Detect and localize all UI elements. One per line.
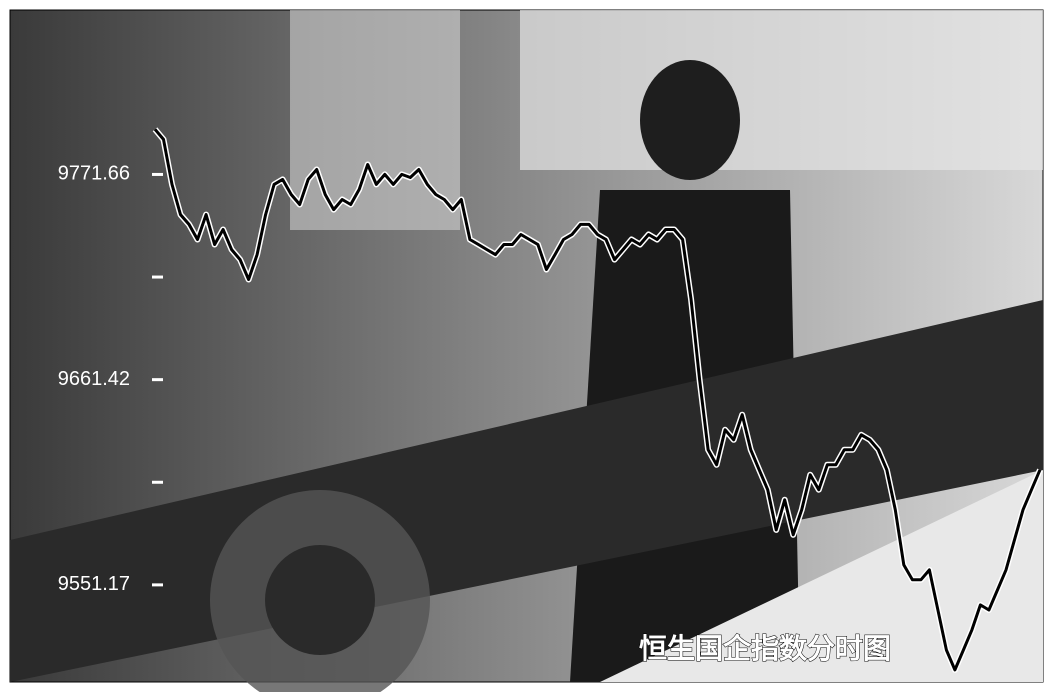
y-tick-label: 9661.42	[58, 368, 130, 390]
background-photo	[9, 9, 1044, 692]
y-tick-label: 9771.66	[58, 163, 130, 185]
line	[153, 128, 1042, 672]
chart-title: 恒生国企指数分时图	[639, 632, 891, 665]
y-tick-label: 9551.17	[58, 573, 130, 595]
